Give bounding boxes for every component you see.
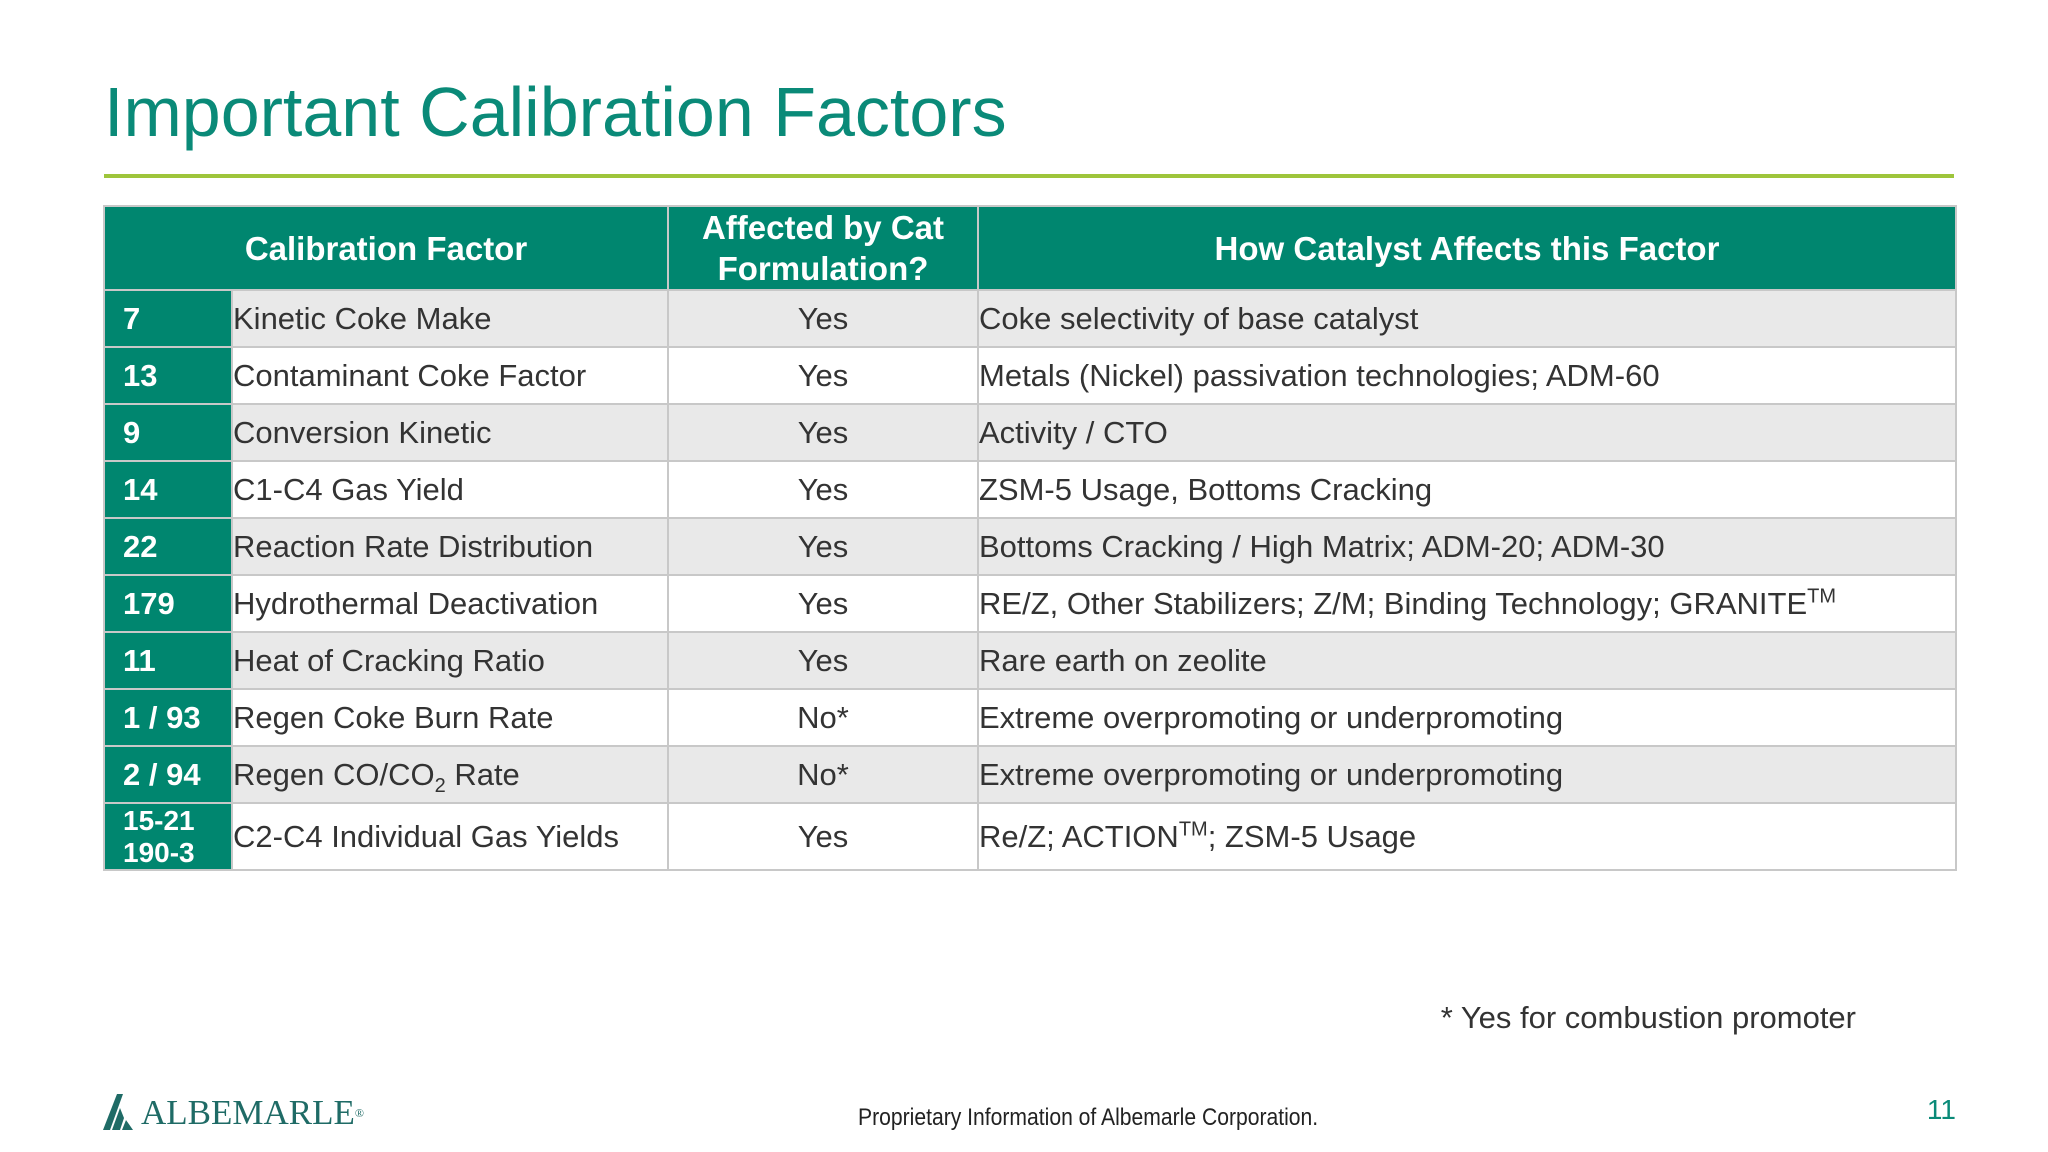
page-title: Important Calibration Factors — [104, 73, 1007, 151]
row-number: 11 — [103, 631, 233, 690]
title-divider — [104, 174, 1954, 178]
row-factor: Reaction Rate Distribution — [231, 517, 669, 576]
row-number: 2 / 94 — [103, 745, 233, 804]
table-row: 13 Contaminant Coke Factor Yes Metals (N… — [103, 346, 1957, 405]
row-how-suffix: ; ZSM-5 Usage — [1207, 818, 1417, 854]
row-affected: No* — [667, 688, 979, 747]
row-how: Bottoms Cracking / High Matrix; ADM-20; … — [977, 517, 1957, 576]
subscript-two: 2 — [434, 774, 446, 797]
row-how: Activity / CTO — [977, 403, 1957, 462]
row-factor: Heat of Cracking Ratio — [231, 631, 669, 690]
row-affected: Yes — [667, 346, 979, 405]
trademark-mark: TM — [1178, 818, 1208, 841]
table-row: 11 Heat of Cracking Ratio Yes Rare earth… — [103, 631, 1957, 690]
row-how: ZSM-5 Usage, Bottoms Cracking — [977, 460, 1957, 519]
row-how: Extreme overpromoting or underpromoting — [977, 688, 1957, 747]
row-how: Re/Z; ACTIONTM; ZSM-5 Usage — [977, 802, 1957, 871]
row-factor: Kinetic Coke Make — [231, 289, 669, 348]
row-number: 1 / 93 — [103, 688, 233, 747]
row-how: RE/Z, Other Stabilizers; Z/M; Binding Te… — [977, 574, 1957, 633]
row-factor: Regen Coke Burn Rate — [231, 688, 669, 747]
header-calibration-factor: Calibration Factor — [103, 205, 669, 291]
row-factor: Regen CO/CO2 Rate — [231, 745, 669, 804]
proprietary-notice: Proprietary Information of Albemarle Cor… — [858, 1104, 1319, 1131]
row-how: Extreme overpromoting or underpromoting — [977, 745, 1957, 804]
row-how-text: RE/Z, Other Stabilizers; Z/M; Binding Te… — [979, 585, 1808, 621]
albemarle-wordmark-text: ALBEMARLE — [141, 1093, 355, 1132]
row-affected: Yes — [667, 517, 979, 576]
albemarle-wordmark: ALBEMARLE® — [141, 1093, 365, 1132]
row-number: 9 — [103, 403, 233, 462]
row-affected: No* — [667, 745, 979, 804]
table-row: 7 Kinetic Coke Make Yes Coke selectivity… — [103, 289, 1957, 348]
row-number: 7 — [103, 289, 233, 348]
table-row: 9 Conversion Kinetic Yes Activity / CTO — [103, 403, 1957, 462]
table-row: 15-21 190-3 C2-C4 Individual Gas Yields Y… — [103, 802, 1957, 871]
page-number: 11 — [1926, 1094, 1956, 1125]
row-how: Rare earth on zeolite — [977, 631, 1957, 690]
row-factor: C2-C4 Individual Gas Yields — [231, 802, 669, 871]
row-number: 15-21 190-3 — [103, 802, 233, 871]
registered-mark: ® — [354, 1106, 365, 1120]
row-factor: Contaminant Coke Factor — [231, 346, 669, 405]
row-affected: Yes — [667, 574, 979, 633]
table-header-row: Calibration Factor Affected by Cat Formu… — [103, 205, 1957, 291]
header-affected-line1: Affected by Cat — [701, 209, 945, 246]
row-number-line1: 15-21 — [123, 804, 195, 836]
table-row: 1 / 93 Regen Coke Burn Rate No* Extreme … — [103, 688, 1957, 747]
row-affected: Yes — [667, 460, 979, 519]
row-how: Coke selectivity of base catalyst — [977, 289, 1957, 348]
calibration-table: Calibration Factor Affected by Cat Formu… — [103, 205, 1957, 871]
table-row: 14 C1-C4 Gas Yield Yes ZSM-5 Usage, Bott… — [103, 460, 1957, 519]
row-affected: Yes — [667, 403, 979, 462]
row-factor: Conversion Kinetic — [231, 403, 669, 462]
row-factor-suffix: Rate — [445, 756, 520, 792]
row-affected: Yes — [667, 802, 979, 871]
footnote: * Yes for combustion promoter — [1440, 1000, 1856, 1035]
table-row: 22 Reaction Rate Distribution Yes Bottom… — [103, 517, 1957, 576]
row-factor-text: Regen CO/CO — [233, 756, 435, 792]
row-how: Metals (Nickel) passivation technologies… — [977, 346, 1957, 405]
header-affected-line2: Formulation? — [717, 250, 929, 287]
row-factor: Hydrothermal Deactivation — [231, 574, 669, 633]
table-row: 179 Hydrothermal Deactivation Yes RE/Z, … — [103, 574, 1957, 633]
row-factor: C1-C4 Gas Yield — [231, 460, 669, 519]
row-how-text: Re/Z; ACTION — [979, 818, 1179, 854]
header-how-affects: How Catalyst Affects this Factor — [977, 205, 1957, 291]
row-number-line2: 190-3 — [123, 836, 195, 868]
albemarle-logo-icon — [103, 1094, 133, 1130]
row-affected: Yes — [667, 631, 979, 690]
header-affected: Affected by Cat Formulation? — [667, 205, 979, 291]
row-number: 22 — [103, 517, 233, 576]
row-number: 13 — [103, 346, 233, 405]
table-row: 2 / 94 Regen CO/CO2 Rate No* Extreme ove… — [103, 745, 1957, 804]
row-number: 179 — [103, 574, 233, 633]
albemarle-logo: ALBEMARLE® — [103, 1090, 364, 1130]
row-affected: Yes — [667, 289, 979, 348]
trademark-mark: TM — [1807, 585, 1837, 608]
row-number: 14 — [103, 460, 233, 519]
